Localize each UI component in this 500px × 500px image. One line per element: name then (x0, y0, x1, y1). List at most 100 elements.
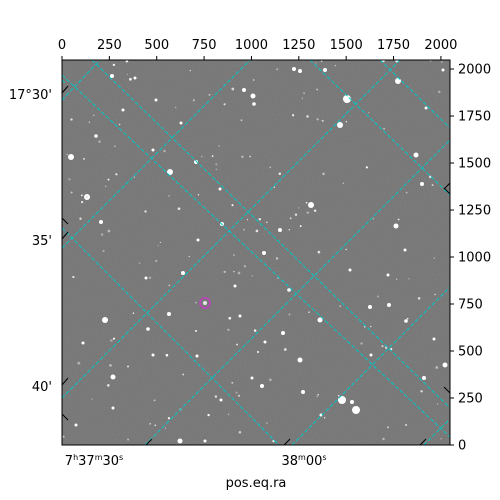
x-tick-label-1250: 1250 (282, 38, 315, 53)
star-35 (110, 374, 116, 380)
faint-star-79 (155, 259, 158, 262)
ra-label-1: 7h37m30s (65, 453, 123, 469)
faint-star-7 (223, 270, 226, 274)
faint-star-83 (228, 316, 232, 320)
x-axis-title: pos.eq.ra (226, 476, 287, 491)
faint-star-56 (249, 155, 252, 158)
faint-star-71 (381, 345, 384, 348)
star-40 (252, 102, 256, 106)
x-tick-label-250: 250 (97, 38, 122, 53)
faint-star-136 (88, 121, 91, 123)
faint-star-59 (218, 144, 221, 147)
faint-star-76 (80, 194, 83, 197)
star-18 (350, 400, 354, 404)
star-8 (99, 220, 103, 224)
star-33 (110, 74, 114, 78)
star-7 (194, 160, 198, 164)
faint-star-133 (201, 155, 203, 158)
star-68 (195, 354, 199, 358)
faint-star-127 (382, 437, 385, 441)
faint-star-111 (62, 435, 65, 438)
y-tick-label-1250: 1250 (458, 204, 491, 219)
x-tick-label-0: 0 (58, 38, 66, 53)
world-axis-ticks (61, 85, 451, 446)
target-marker (199, 297, 211, 309)
faint-star-57 (189, 69, 191, 72)
faint-star-108 (126, 365, 130, 368)
plot-frame (61, 59, 451, 446)
star-53 (196, 238, 200, 242)
star-41 (94, 134, 98, 138)
star-27 (422, 376, 426, 380)
faint-star-11 (153, 399, 156, 402)
grid-line-11 (379, 60, 450, 129)
faint-star-27 (317, 394, 319, 396)
faint-star-143 (283, 348, 287, 351)
faint-star-78 (240, 119, 243, 122)
x-tick-label-1000: 1000 (235, 38, 268, 53)
faint-star-156 (215, 163, 218, 166)
y-tick-label-2000: 2000 (458, 63, 491, 78)
star-36 (146, 327, 150, 331)
star-14 (317, 317, 323, 323)
star-3 (68, 154, 74, 160)
faint-star-50 (138, 262, 141, 265)
faint-star-144 (214, 395, 218, 398)
faint-star-69 (434, 293, 436, 296)
star-25 (393, 223, 399, 229)
star-62 (403, 248, 407, 252)
star-1 (337, 122, 343, 128)
star-26 (442, 362, 448, 368)
star-51 (81, 341, 85, 345)
target-circle-core (203, 301, 207, 305)
grid-line-1 (62, 60, 401, 399)
dec-label-3: 40' (32, 380, 52, 395)
faint-star-137 (188, 255, 190, 258)
star-67 (151, 353, 155, 357)
faint-star-77 (376, 295, 380, 298)
faint-star-152 (320, 60, 323, 62)
faint-star-109 (195, 302, 197, 304)
faint-star-25 (109, 364, 112, 367)
faint-star-65 (112, 337, 116, 340)
faint-star-92 (92, 114, 95, 117)
faint-star-138 (387, 426, 389, 429)
star-19 (338, 396, 346, 404)
faint-star-1 (233, 254, 235, 256)
faint-star-67 (417, 297, 421, 300)
faint-star-158 (316, 395, 318, 398)
star-39 (387, 303, 391, 307)
x-tick-label-750: 750 (192, 38, 217, 53)
faint-star-91 (266, 422, 268, 424)
faint-star-153 (107, 178, 110, 181)
star-48 (348, 268, 352, 272)
star-15 (167, 312, 171, 316)
faint-star-72 (298, 207, 300, 209)
faint-star-107 (397, 218, 400, 221)
faint-star-41 (317, 250, 321, 254)
star-45 (151, 148, 155, 152)
faint-star-63 (405, 424, 408, 426)
faint-star-122 (256, 350, 260, 354)
faint-star-128 (194, 329, 198, 332)
faint-star-120 (428, 175, 432, 179)
star-23 (420, 182, 424, 186)
y-tick-label-1500: 1500 (458, 157, 491, 172)
star-44 (133, 76, 137, 80)
star-31 (323, 68, 327, 72)
faint-star-123 (436, 403, 439, 405)
star-29 (298, 69, 302, 73)
faint-star-47 (255, 229, 259, 233)
faint-star-93 (105, 185, 107, 187)
faint-star-33 (303, 92, 306, 95)
faint-star-118 (159, 241, 162, 244)
faint-star-6 (107, 229, 111, 233)
star-24 (413, 152, 419, 158)
faint-star-80 (288, 313, 291, 316)
faint-star-90 (83, 157, 85, 160)
faint-star-14 (79, 217, 82, 220)
faint-star-26 (70, 118, 73, 121)
star-71 (179, 121, 183, 125)
faint-star-114 (112, 63, 116, 67)
x-tick-label-2000: 2000 (424, 38, 457, 53)
